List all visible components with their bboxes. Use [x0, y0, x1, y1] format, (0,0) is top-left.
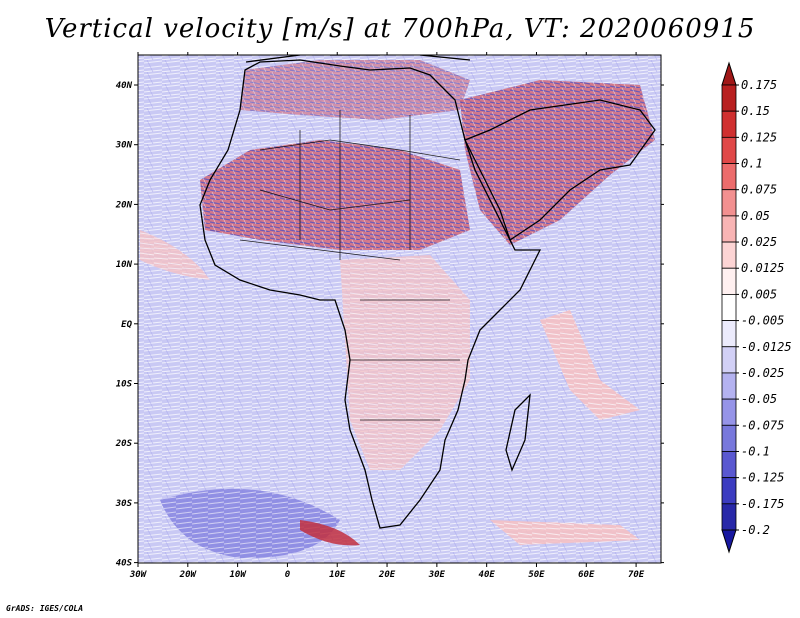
latitude-labels: 40N 30N 20N 10N EQ 10S 20S 30S 40S: [115, 81, 133, 569]
colorbar-level-label: 0.025: [741, 235, 777, 249]
lon-label: 20W: [179, 570, 198, 580]
colorbar-swatch: [721, 320, 737, 348]
lon-label: 60E: [578, 570, 595, 580]
colorbar-level-label: -0.175: [741, 497, 784, 511]
colorbar-swatch: [721, 503, 737, 531]
lat-label: 20N: [115, 200, 133, 210]
colorbar-swatch: [721, 267, 737, 295]
colorbar-swatch: [721, 346, 737, 374]
colorbar-level-label: 0.125: [741, 130, 777, 144]
lon-label: 30W: [129, 570, 148, 580]
colorbar-min-arrow: [721, 529, 737, 554]
axis-ticks: [134, 52, 664, 567]
lat-label: 40N: [116, 81, 133, 91]
colorbar-level-label: 0.15: [741, 104, 770, 118]
colorbar-level-label: 0.1: [741, 157, 763, 171]
colorbar-level-label: -0.025: [741, 366, 784, 380]
vertical-velocity-field: [138, 55, 661, 563]
lon-label: 70E: [628, 570, 645, 580]
colorbar-level-label: -0.075: [741, 418, 784, 432]
lon-label: 10E: [329, 570, 346, 580]
colorbar-level-label: -0.1: [741, 444, 770, 458]
lon-label: 50E: [528, 570, 545, 580]
lat-label: 40S: [116, 559, 133, 569]
lon-label: 20E: [378, 570, 396, 580]
map-title: Vertical velocity [m/s] at 700hPa, VT: 2…: [44, 14, 756, 44]
colorbar-level-label: 0.175: [741, 78, 777, 92]
lat-label: 30N: [115, 141, 133, 151]
grads-credit: GrADS: IGES/COLA: [6, 604, 84, 613]
colorbar-swatch: [721, 477, 737, 505]
colorbar-level-label: 0.0125: [741, 261, 784, 275]
colorbar-level-label: 0.05: [741, 209, 770, 223]
colorbar-level-label: 0.075: [741, 183, 777, 197]
colorbar: 0.175 0.15 0.125 0.1 0.075 0.05 0.025 0.0125 0.0…: [721, 61, 792, 554]
lon-label: 30E: [428, 570, 446, 580]
colorbar-swatch: [721, 294, 737, 321]
longitude-labels: 30W 20W 10W 0 10E 20E 30E 40E 50E 60E 70E: [129, 570, 645, 580]
lat-label: EQ: [121, 320, 132, 330]
colorbar-level-label: -0.2: [741, 523, 770, 537]
plot-frame: [137, 54, 662, 564]
colorbar-level-label: 0.005: [741, 287, 777, 301]
colorbar-swatch: [721, 189, 737, 217]
colorbar-swatch: [721, 398, 737, 426]
lat-label: 30S: [115, 499, 133, 509]
lon-label: 10W: [229, 570, 247, 580]
colorbar-swatch: [721, 241, 737, 269]
lon-label: 40E: [479, 570, 496, 580]
country-borders: [239, 110, 461, 421]
colorbar-swatch: [721, 372, 737, 400]
colorbar-swatch: [721, 451, 737, 479]
colorbar-swatch: [721, 110, 737, 138]
lat-label: 10S: [116, 380, 133, 390]
colorbar-level-label: -0.005: [741, 314, 784, 328]
lon-label: 0: [285, 570, 291, 580]
colorbar-level-label: -0.05: [741, 392, 777, 406]
colorbar-max-arrow: [721, 61, 737, 86]
lat-label: 20S: [115, 439, 133, 449]
colorbar-swatch: [721, 215, 737, 243]
colorbar-level-label: -0.125: [741, 471, 784, 485]
colorbar-level-label: -0.0125: [741, 340, 792, 354]
colorbar-swatch: [721, 424, 737, 452]
colorbar-swatch: [721, 84, 737, 112]
colorbar-swatch: [721, 163, 737, 191]
lat-label: 10N: [116, 260, 133, 270]
coastlines: [199, 55, 656, 529]
colorbar-swatch: [721, 136, 737, 164]
